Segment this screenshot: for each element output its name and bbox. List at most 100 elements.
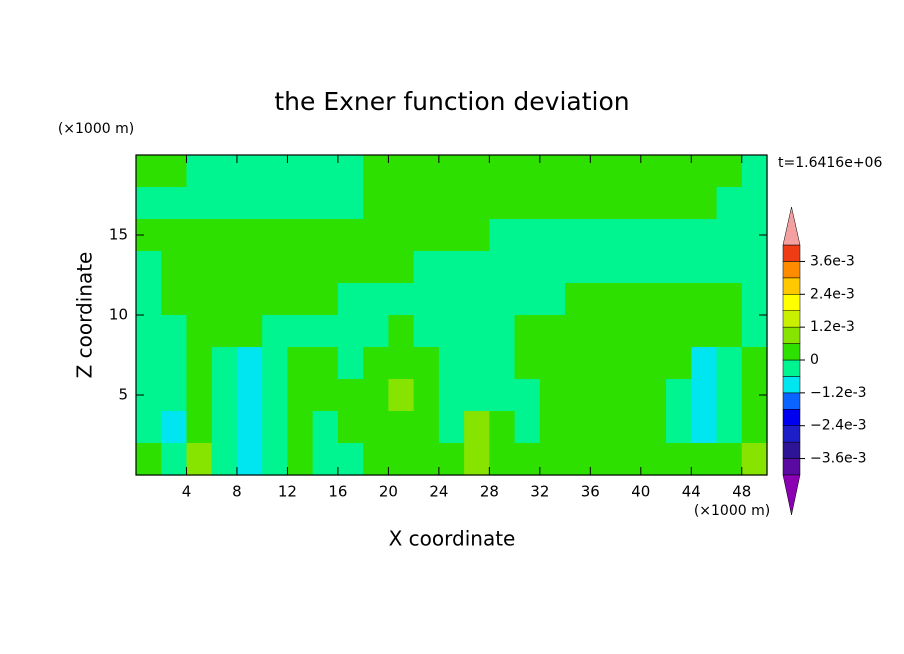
contour-cell <box>388 315 415 348</box>
contour-cell <box>565 283 591 316</box>
contour-cell <box>438 219 465 252</box>
contour-cell <box>590 155 617 188</box>
contour-cell <box>489 379 516 412</box>
x-tick-label: 28 <box>480 483 499 501</box>
contour-cell <box>716 187 743 220</box>
contour-cell <box>287 411 314 444</box>
contour-cell <box>161 379 188 412</box>
contour-cell <box>287 219 314 252</box>
colorbar-label: −2.4e-3 <box>810 418 867 434</box>
contour-cell <box>539 443 566 476</box>
contour-cell <box>615 283 642 316</box>
contour-cell <box>590 379 617 412</box>
contour-cell <box>287 251 314 284</box>
contour-cell <box>413 347 440 380</box>
contour-cell <box>640 219 667 252</box>
contour-cell <box>615 219 642 252</box>
contour-cell <box>262 219 289 252</box>
x-tick-label: 20 <box>379 483 398 501</box>
contour-cell <box>666 219 692 252</box>
x-tick-label: 8 <box>232 483 242 501</box>
contour-cell <box>666 443 692 476</box>
contour-cell <box>489 315 516 348</box>
contour-cell <box>691 411 718 444</box>
x-unit: (×1000 m) <box>694 503 770 519</box>
contour-cell <box>312 283 339 316</box>
contour-cell <box>640 187 667 220</box>
contour-cell <box>236 379 263 412</box>
contour-cell <box>236 443 263 476</box>
contour-cell <box>565 187 591 220</box>
contour-cell <box>590 187 617 220</box>
contour-cell <box>363 219 389 252</box>
contour-cell <box>262 443 289 476</box>
contour-cell <box>287 347 314 380</box>
contour-cell <box>514 443 541 476</box>
colorbar-label: −1.2e-3 <box>810 385 867 401</box>
contour-cell <box>539 315 566 348</box>
contour-cell <box>489 219 516 252</box>
colorbar-over <box>782 206 801 246</box>
contour-cell <box>262 411 289 444</box>
contour-cell <box>489 251 516 284</box>
contour-cell <box>539 347 566 380</box>
contour-cell <box>161 219 188 252</box>
contour-cell <box>388 283 415 316</box>
contour-cell <box>615 411 642 444</box>
contour-cell <box>640 379 667 412</box>
colorbar-box <box>782 376 801 394</box>
contour-cell <box>136 315 162 348</box>
contour-cell <box>514 251 541 284</box>
contour-cell <box>640 443 667 476</box>
contour-cell <box>388 187 415 220</box>
contour-cell <box>287 187 314 220</box>
colorbar-box <box>782 409 801 426</box>
contour-cell <box>136 155 162 188</box>
contour-cell <box>590 315 617 348</box>
contour-cell <box>514 155 541 188</box>
contour-cell <box>691 155 718 188</box>
colorbar-box <box>782 310 801 328</box>
contour-cell <box>312 443 339 476</box>
contour-cell <box>539 379 566 412</box>
contour-cell <box>565 219 591 252</box>
contour-cell <box>161 283 188 316</box>
contour-cell <box>337 283 364 316</box>
contour-cell <box>666 315 692 348</box>
contour-cell <box>640 283 667 316</box>
contour-cell <box>666 283 692 316</box>
contour-cell <box>337 443 364 476</box>
contour-cell <box>691 379 718 412</box>
x-axis-label: X coordinate <box>389 527 516 551</box>
contour-cell <box>136 411 162 444</box>
contour-cell <box>615 379 642 412</box>
contour-cell <box>438 315 465 348</box>
contour-cell <box>489 411 516 444</box>
contour-cell <box>161 411 188 444</box>
contour-cell <box>666 379 692 412</box>
contour-cell <box>262 251 289 284</box>
contour-cell <box>312 251 339 284</box>
contour-cell <box>741 443 768 476</box>
colorbar-box <box>782 441 801 459</box>
contour-cell <box>363 187 389 220</box>
contour-cell <box>136 443 162 476</box>
contour-cell <box>287 315 314 348</box>
contour-cell <box>514 187 541 220</box>
contour-cell <box>438 379 465 412</box>
contour-cell <box>615 155 642 188</box>
contour-cell <box>741 187 768 220</box>
contour-cell <box>161 315 188 348</box>
y-unit: (×1000 m) <box>58 121 134 137</box>
contour-cell <box>640 155 667 188</box>
contour-cell <box>590 347 617 380</box>
contour-cell <box>413 219 440 252</box>
contour-cell <box>590 283 617 316</box>
contour-cell <box>539 155 566 188</box>
contour-cell <box>262 315 289 348</box>
contour-cell <box>211 379 238 412</box>
contour-cell <box>539 187 566 220</box>
contour-cell <box>413 187 440 220</box>
contour-cell <box>413 251 440 284</box>
